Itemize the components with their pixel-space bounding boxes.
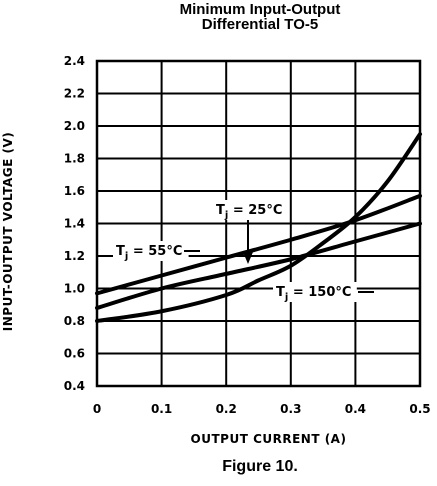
x-tick-label: 0.3 [280,402,301,416]
curve-tj-25c [95,221,422,310]
arrow-head-tj-25c [243,252,253,264]
label-tj-55c: Tj = 55°C [116,244,182,262]
y-axis-label: INPUT-OUTPUT VOLTAGE (V) [1,132,15,331]
y-tick-label: 1.0 [64,282,85,296]
y-tick-label: 1.4 [64,217,85,231]
chart-title-line-1: Minimum Input-Output [179,1,341,18]
y-tick-label: 0.6 [64,347,85,361]
y-tick-label: 1.8 [64,152,85,166]
x-tick-label: 0.2 [216,402,237,416]
x-tick-label: 0.1 [151,402,172,416]
y-tick-label: 1.2 [64,249,85,263]
chart-title-line-2: Differential TO-5 [201,16,319,33]
curve-tj-55c [95,193,422,296]
label-tj-150c: Tj = 150°C [276,285,351,303]
x-axis-label: OUTPUT CURRENT (A) [191,432,347,446]
x-tick-label: 0.4 [345,402,366,416]
label-background [113,241,189,261]
y-tick-label: 2.2 [64,87,85,101]
curve-tj-150c [95,132,422,323]
label-tj-25c: Tj = 25°C [216,203,282,221]
y-tick-label: 2.0 [64,119,85,133]
label-background [273,282,357,302]
chart-title: Minimum Input-Output Differential TO-5 [90,2,430,32]
x-tick-label: 0.5 [409,402,430,416]
y-tick-label: 2.4 [64,54,85,68]
label-background [213,200,289,220]
y-tick-label: 0.4 [64,379,85,393]
y-tick-label: 1.6 [64,184,85,198]
grid-lines [96,60,421,387]
x-tick-label: 0 [93,402,101,416]
figure-caption: Figure 10. [222,458,298,475]
y-tick-label: 0.8 [64,314,85,328]
